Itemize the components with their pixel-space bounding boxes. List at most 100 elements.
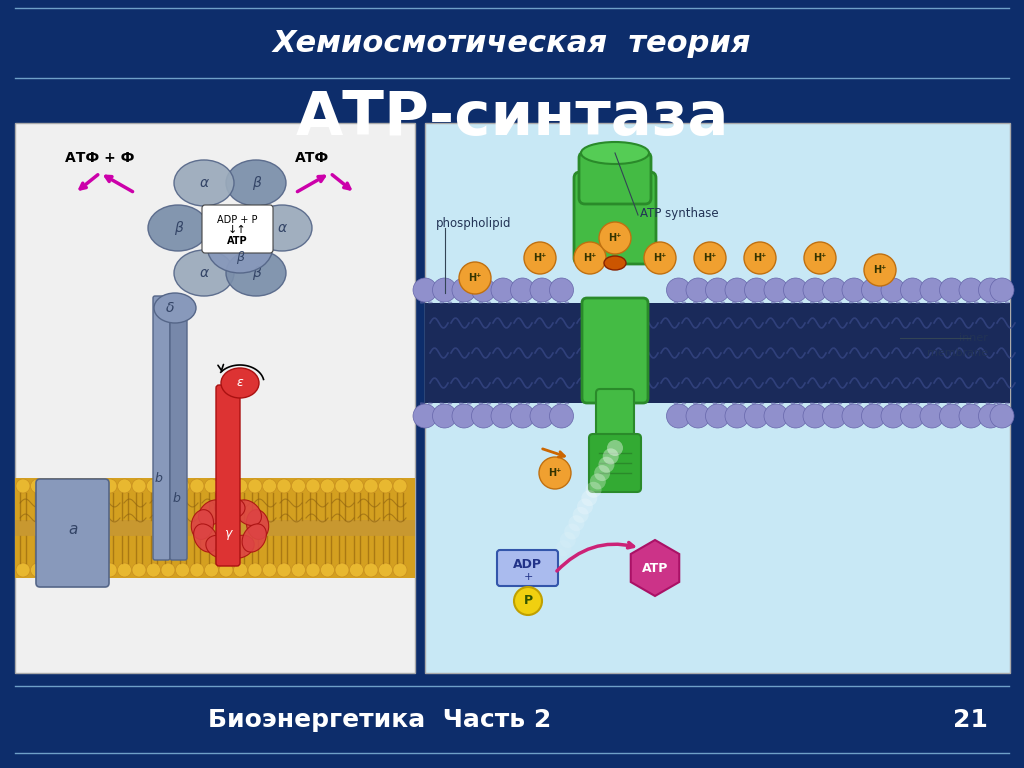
Circle shape: [59, 479, 74, 493]
Circle shape: [16, 479, 30, 493]
Circle shape: [864, 254, 896, 286]
Circle shape: [146, 563, 161, 577]
Text: γ: γ: [224, 527, 231, 539]
Circle shape: [511, 278, 535, 302]
Circle shape: [349, 479, 364, 493]
FancyBboxPatch shape: [425, 123, 1010, 673]
Text: ATP synthase: ATP synthase: [640, 207, 719, 220]
FancyBboxPatch shape: [216, 385, 240, 566]
Circle shape: [262, 479, 276, 493]
Circle shape: [161, 563, 175, 577]
Circle shape: [103, 563, 117, 577]
Text: АТР-синтаза: АТР-синтаза: [295, 88, 729, 147]
Text: H⁺: H⁺: [813, 253, 826, 263]
FancyBboxPatch shape: [170, 316, 187, 560]
Text: Биоэнергетика  Часть 2: Биоэнергетика Часть 2: [208, 708, 552, 732]
Circle shape: [744, 404, 768, 428]
Text: a: a: [69, 522, 78, 538]
Circle shape: [262, 563, 276, 577]
Circle shape: [564, 524, 581, 540]
FancyBboxPatch shape: [36, 479, 109, 587]
Circle shape: [146, 479, 161, 493]
Text: β: β: [173, 221, 182, 235]
Ellipse shape: [191, 510, 214, 539]
Text: b: b: [154, 472, 162, 485]
Circle shape: [379, 479, 392, 493]
Circle shape: [205, 563, 218, 577]
Text: АТФ + Ф: АТФ + Ф: [65, 151, 134, 165]
Polygon shape: [631, 540, 679, 596]
Circle shape: [842, 278, 866, 302]
Circle shape: [292, 479, 305, 493]
Circle shape: [132, 563, 146, 577]
Text: ε: ε: [237, 376, 244, 389]
Ellipse shape: [148, 205, 208, 251]
Circle shape: [574, 242, 606, 274]
FancyBboxPatch shape: [15, 123, 415, 673]
Circle shape: [744, 242, 776, 274]
Circle shape: [452, 404, 476, 428]
Circle shape: [939, 278, 964, 302]
Circle shape: [979, 404, 1002, 428]
Circle shape: [74, 563, 88, 577]
Circle shape: [822, 278, 847, 302]
Circle shape: [920, 278, 944, 302]
Text: α: α: [278, 221, 287, 235]
Circle shape: [744, 278, 768, 302]
Circle shape: [306, 563, 319, 577]
Circle shape: [459, 262, 490, 294]
Circle shape: [45, 479, 59, 493]
Text: ADP: ADP: [512, 558, 542, 571]
Circle shape: [393, 563, 407, 577]
Circle shape: [379, 563, 392, 577]
Ellipse shape: [208, 223, 272, 273]
Circle shape: [764, 404, 788, 428]
Text: inner: inner: [959, 333, 988, 343]
Circle shape: [582, 490, 597, 506]
Ellipse shape: [247, 510, 268, 539]
Circle shape: [530, 404, 554, 428]
Circle shape: [335, 563, 349, 577]
Circle shape: [861, 278, 886, 302]
Circle shape: [321, 479, 335, 493]
FancyBboxPatch shape: [589, 434, 641, 492]
Circle shape: [598, 457, 614, 473]
Ellipse shape: [225, 535, 254, 558]
Circle shape: [603, 449, 618, 465]
Circle shape: [568, 515, 585, 531]
Text: β: β: [252, 176, 260, 190]
Text: ADP + P: ADP + P: [217, 215, 257, 225]
FancyBboxPatch shape: [579, 152, 651, 204]
Circle shape: [990, 404, 1014, 428]
FancyBboxPatch shape: [202, 205, 273, 253]
Text: H⁺: H⁺: [754, 253, 767, 263]
Circle shape: [292, 563, 305, 577]
Circle shape: [248, 479, 262, 493]
Circle shape: [45, 563, 59, 577]
Ellipse shape: [174, 250, 234, 296]
Ellipse shape: [154, 293, 196, 323]
Circle shape: [59, 563, 74, 577]
Circle shape: [686, 278, 710, 302]
Circle shape: [803, 404, 827, 428]
Text: 21: 21: [952, 708, 987, 732]
Text: α: α: [200, 176, 209, 190]
Circle shape: [706, 278, 729, 302]
Circle shape: [364, 563, 378, 577]
Circle shape: [577, 498, 593, 515]
FancyBboxPatch shape: [425, 303, 1010, 403]
Ellipse shape: [252, 205, 312, 251]
Text: АТФ: АТФ: [295, 151, 330, 165]
Text: δ: δ: [166, 301, 174, 315]
Circle shape: [783, 278, 808, 302]
Circle shape: [132, 479, 146, 493]
Circle shape: [190, 479, 204, 493]
Circle shape: [804, 242, 836, 274]
Circle shape: [586, 482, 601, 498]
Ellipse shape: [581, 142, 649, 164]
Text: b: b: [172, 492, 180, 505]
Text: H⁺: H⁺: [608, 233, 622, 243]
Circle shape: [900, 404, 925, 428]
Ellipse shape: [206, 535, 236, 558]
Circle shape: [694, 242, 726, 274]
